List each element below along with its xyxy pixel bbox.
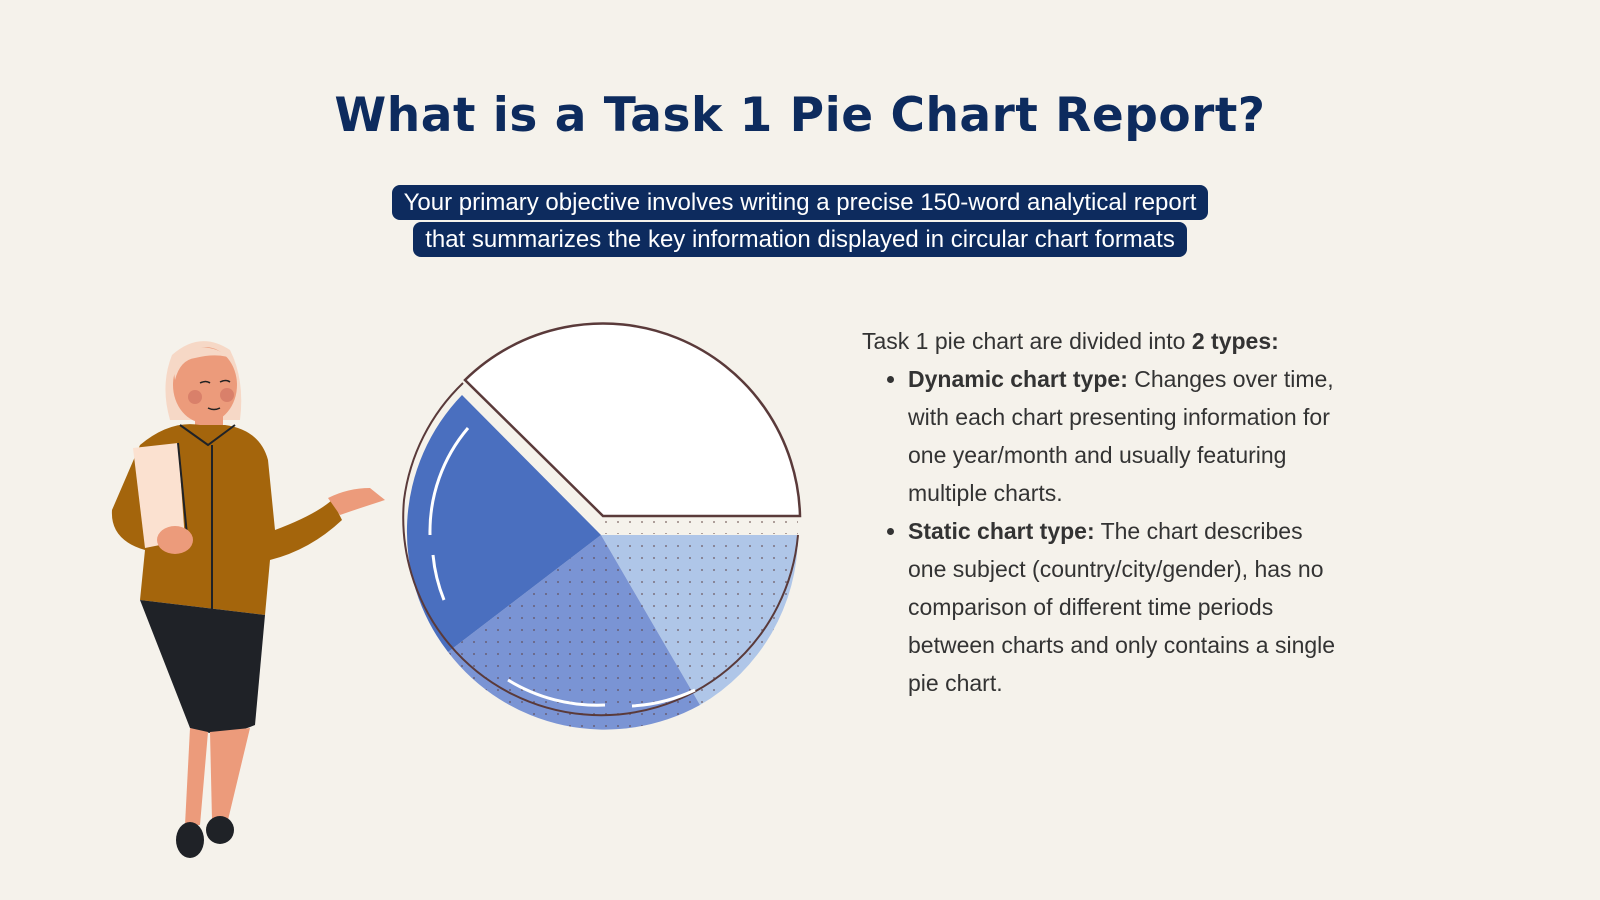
pie-slice-white [463,322,802,518]
subtitle-text: Your primary objective involves writing … [391,185,1209,257]
page-title: What is a Task 1 Pie Chart Report? [334,88,1266,143]
list-item-dynamic: Dynamic chart type: Changes over time, w… [908,360,1342,512]
presenter-woman-illustration [111,341,385,858]
subtitle-line-2: that summarizes the key information disp… [425,226,1175,253]
intro-paragraph: Task 1 pie chart are divided into 2 type… [862,322,1342,360]
pie-slice-dark-blue [406,395,601,652]
intro-text: Task 1 pie chart are divided into [862,328,1192,354]
subtitle-banner: Your primary objective involves writing … [0,184,1600,258]
type-label: Static chart type: [908,518,1095,544]
decorative-pie-chart [402,322,802,730]
type-description: Changes over time, with each chart prese… [908,366,1334,506]
subtitle-line-1: Your primary objective involves writing … [403,189,1197,216]
type-label: Dynamic chart type: [908,366,1128,392]
pie-chart-types-description: Task 1 pie chart are divided into 2 type… [862,322,1342,702]
intro-bold: 2 types: [1191,328,1279,354]
type-description: The chart describes one subject (country… [908,518,1336,696]
list-item-static: Static chart type: The chart describes o… [908,512,1342,702]
chart-types-list: Dynamic chart type: Changes over time, w… [862,360,1342,702]
